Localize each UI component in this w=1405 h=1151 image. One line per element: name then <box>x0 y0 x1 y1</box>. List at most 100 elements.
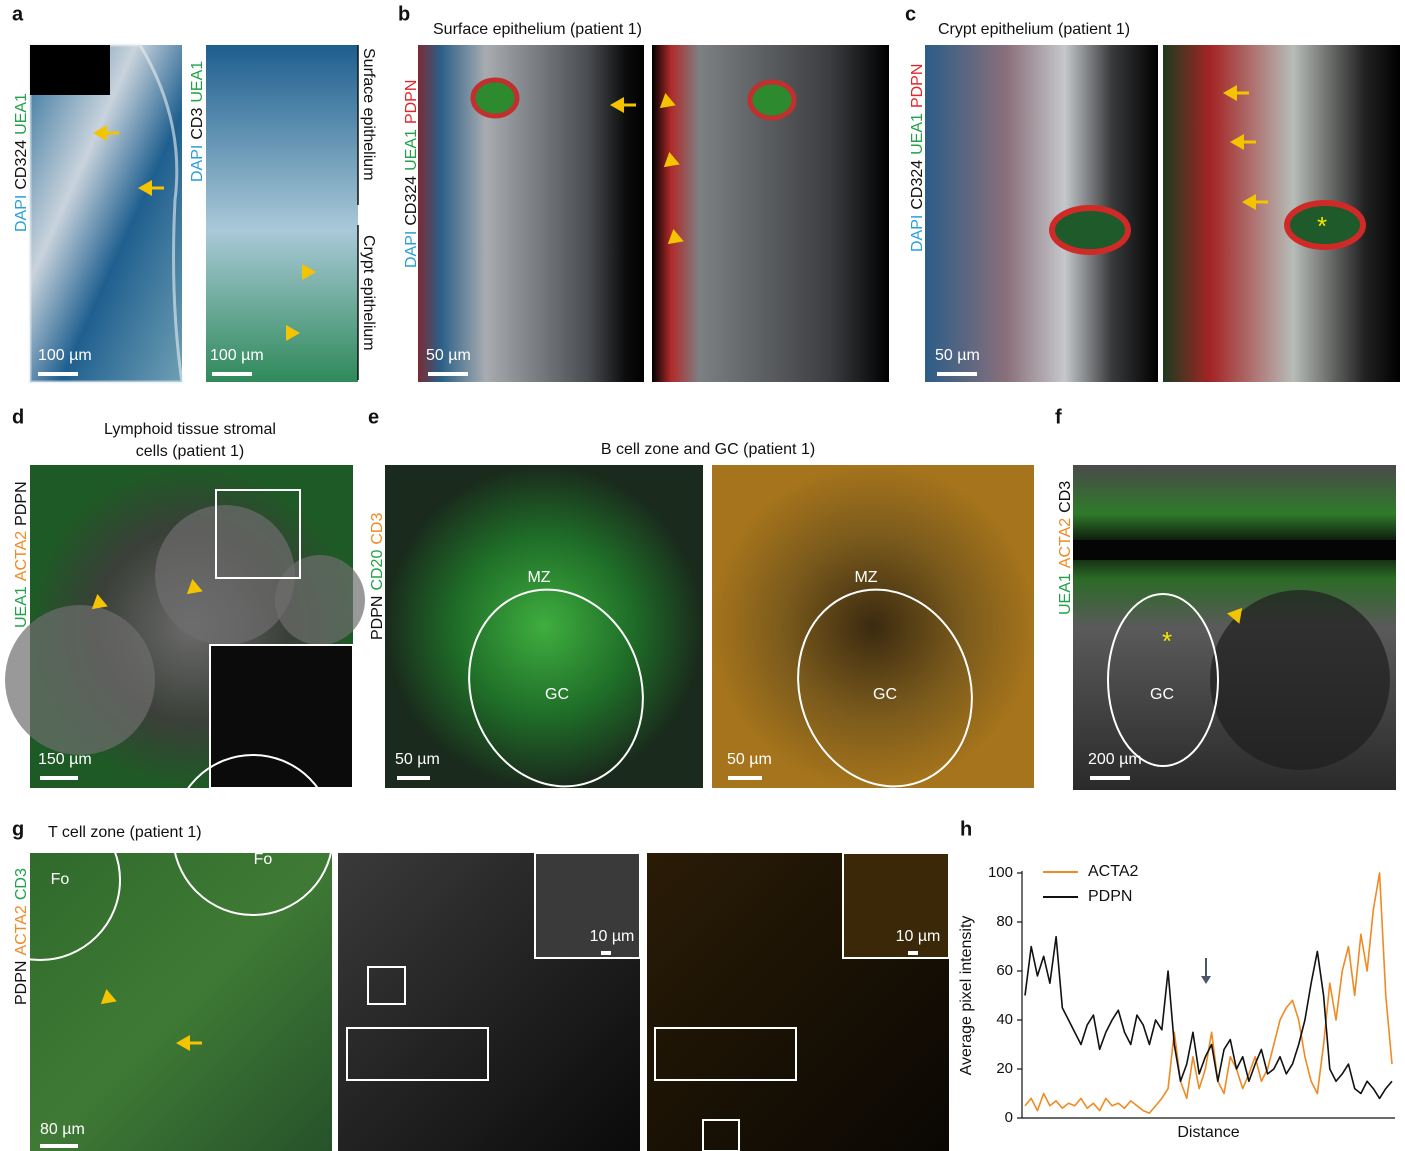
marker: * <box>1162 626 1172 656</box>
channel-name: DAPI <box>189 145 206 182</box>
channel-name: CD3 <box>13 868 30 900</box>
scale-label: 80 µm <box>40 1121 85 1138</box>
channel-name: UEA1 <box>13 93 30 135</box>
panel-letter: b <box>398 3 410 25</box>
channel-name: UEA1 <box>189 61 206 103</box>
zone-label: MZ <box>527 569 550 586</box>
legend-label: ACTA2 <box>1088 863 1138 880</box>
panel-title: Crypt epithelium (patient 1) <box>938 21 1130 38</box>
channel-name: ACTA2 <box>13 531 30 581</box>
zone-label: GC <box>545 686 569 703</box>
channel-name: ACTA2 <box>13 905 30 955</box>
y-tick-label: 0 <box>1005 1109 1013 1126</box>
data-line <box>1025 873 1392 1113</box>
channel-name: CD324 <box>909 160 926 210</box>
zone-label: GC <box>873 686 897 703</box>
channel-label: UEA1 ACTA2 PDPN <box>13 481 30 628</box>
scale-label: 100 µm <box>38 347 92 364</box>
y-tick-label: 60 <box>996 962 1013 979</box>
channel-name: UEA1 <box>1057 573 1074 615</box>
channel-label: DAPI CD324 UEA1 <box>13 93 30 232</box>
panel-title: Lymphoid tissue stromal <box>104 421 276 438</box>
channel-name: UEA1 <box>403 129 420 171</box>
micrograph <box>1163 45 1400 382</box>
panel-title: cells (patient 1) <box>136 443 245 460</box>
background <box>1073 540 1396 560</box>
panel-letter: e <box>368 406 379 428</box>
channel-name: CD324 <box>13 140 30 190</box>
y-tick-label: 80 <box>996 913 1013 930</box>
zone-label: MZ <box>854 569 877 586</box>
crypt <box>1052 208 1128 252</box>
y-tick-label: 20 <box>996 1060 1013 1077</box>
x-axis-label: Distance <box>1177 1124 1239 1141</box>
figure: a b c d e f g h Surface epithelium (patient 1) Cr… <box>0 0 1405 1151</box>
panel-letter: h <box>960 818 972 840</box>
panel-letter: c <box>905 3 916 25</box>
channel-label: PDPN ACTA2 CD3 <box>13 868 30 1005</box>
channel-name: CD3 <box>1057 481 1074 513</box>
panel-letter: f <box>1055 406 1062 428</box>
y-tick-label: 40 <box>996 1011 1013 1028</box>
micrograph <box>712 465 1034 788</box>
region-label: Crypt epithelium <box>360 235 377 351</box>
channel-name: ACTA2 <box>1057 518 1074 568</box>
legend-label: PDPN <box>1088 888 1132 905</box>
micrograph <box>30 45 182 382</box>
vessel <box>750 82 794 118</box>
region-label: Surface epithelium <box>360 48 377 181</box>
follicle <box>275 555 365 645</box>
channel-name: DAPI <box>403 231 420 268</box>
zone-label: Fo <box>51 871 70 888</box>
micrograph <box>418 45 644 382</box>
panel-letter: a <box>12 3 24 25</box>
scale-label: 50 µm <box>395 751 440 768</box>
channel-name: DAPI <box>909 215 926 252</box>
channel-name: PDPN <box>13 961 30 1005</box>
panel-letter: g <box>12 818 24 840</box>
page: { "a": {"letter": "a", "channels_1": [{"… <box>0 0 1405 1151</box>
zone-label: Fo <box>254 851 273 868</box>
channel-label: PDPN CD20 CD3 <box>369 513 386 640</box>
scale-label: 10 µm <box>590 928 635 945</box>
vessel <box>473 80 517 116</box>
background <box>30 45 110 95</box>
channel-label: DAPI CD3 UEA1 <box>189 61 206 182</box>
y-tick-label: 100 <box>988 864 1013 881</box>
marker: * <box>1317 211 1327 241</box>
channel-name: CD3 <box>189 108 206 140</box>
panel-title: Surface epithelium (patient 1) <box>433 21 642 38</box>
channel-label: DAPI CD324 UEA1 PDPN <box>909 64 926 252</box>
micrograph <box>206 45 358 382</box>
channel-label: UEA1 ACTA2 CD3 <box>1057 481 1074 615</box>
scale-label: 150 µm <box>38 751 92 768</box>
channel-name: PDPN <box>909 64 926 108</box>
panel-letter: d <box>12 406 24 428</box>
channel-name: UEA1 <box>909 113 926 155</box>
scale-label: 200 µm <box>1088 751 1142 768</box>
channel-name: PDPN <box>369 596 386 640</box>
micrograph <box>385 465 703 788</box>
micrograph <box>30 853 332 1151</box>
channel-name: CD3 <box>369 513 386 545</box>
panel-title: B cell zone and GC (patient 1) <box>601 441 815 458</box>
channel-name: DAPI <box>13 195 30 232</box>
scale-label: 50 µm <box>426 347 471 364</box>
channel-name: UEA1 <box>13 586 30 628</box>
position-arrow-head <box>1201 976 1211 984</box>
scale-label: 100 µm <box>210 347 264 364</box>
channel-name: CD324 <box>403 176 420 226</box>
scale-label: 50 µm <box>727 751 772 768</box>
panel-title: T cell zone (patient 1) <box>48 824 202 841</box>
zone-label: GC <box>1150 686 1174 703</box>
channel-name: PDPN <box>403 80 420 124</box>
follicle <box>155 505 295 645</box>
inset <box>210 645 353 788</box>
scale-label: 50 µm <box>935 347 980 364</box>
y-axis-label: Average pixel intensity <box>958 916 975 1076</box>
channel-name: CD20 <box>369 550 386 591</box>
micrograph <box>925 45 1158 382</box>
channel-name: PDPN <box>13 481 30 525</box>
scale-label: 10 µm <box>896 928 941 945</box>
channel-label: DAPI CD324 UEA1 PDPN <box>403 80 420 268</box>
